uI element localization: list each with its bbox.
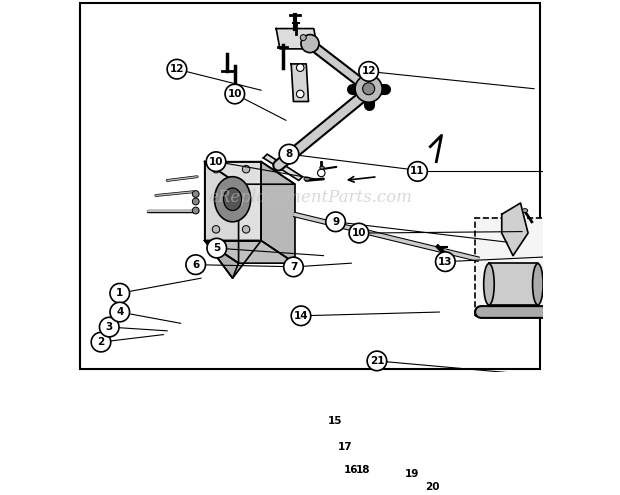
- Text: 6: 6: [192, 260, 200, 270]
- Circle shape: [91, 332, 111, 352]
- Text: 12: 12: [170, 64, 184, 74]
- Circle shape: [402, 464, 421, 484]
- Text: 5: 5: [213, 243, 220, 253]
- Polygon shape: [291, 64, 309, 101]
- Circle shape: [242, 165, 250, 173]
- Circle shape: [192, 191, 199, 198]
- Text: 1: 1: [116, 288, 123, 298]
- Text: 18: 18: [355, 465, 370, 475]
- Bar: [476, 218, 592, 316]
- Circle shape: [110, 284, 130, 303]
- Text: 19: 19: [404, 469, 418, 479]
- Circle shape: [349, 223, 369, 243]
- Polygon shape: [558, 252, 618, 311]
- Circle shape: [291, 306, 311, 326]
- Text: 21: 21: [370, 356, 384, 366]
- Circle shape: [317, 169, 325, 177]
- Polygon shape: [205, 241, 295, 263]
- Circle shape: [99, 317, 119, 337]
- Text: 9: 9: [332, 217, 339, 227]
- Circle shape: [167, 59, 187, 79]
- Polygon shape: [205, 162, 295, 184]
- Ellipse shape: [484, 263, 494, 305]
- Circle shape: [367, 351, 387, 371]
- Text: 7: 7: [290, 262, 297, 272]
- Circle shape: [242, 226, 250, 233]
- Circle shape: [581, 274, 596, 290]
- Circle shape: [207, 239, 226, 258]
- Ellipse shape: [320, 166, 324, 169]
- Ellipse shape: [304, 177, 310, 181]
- Circle shape: [186, 255, 205, 274]
- Ellipse shape: [215, 177, 250, 222]
- Circle shape: [192, 207, 199, 214]
- Text: 10: 10: [352, 228, 366, 238]
- Text: 12: 12: [361, 66, 376, 76]
- Circle shape: [342, 460, 361, 480]
- Polygon shape: [276, 29, 317, 49]
- Ellipse shape: [523, 209, 528, 212]
- Circle shape: [279, 145, 299, 164]
- Circle shape: [296, 90, 304, 98]
- Circle shape: [363, 83, 374, 95]
- Polygon shape: [205, 162, 239, 263]
- Text: 2: 2: [97, 337, 105, 347]
- Circle shape: [408, 162, 427, 181]
- Circle shape: [355, 75, 382, 102]
- Text: 17: 17: [338, 443, 353, 452]
- Text: 14: 14: [294, 311, 308, 321]
- Text: 20: 20: [425, 482, 440, 492]
- Circle shape: [212, 226, 219, 233]
- Polygon shape: [264, 154, 303, 181]
- Text: 3: 3: [105, 322, 113, 332]
- Text: eReplacementParts.com: eReplacementParts.com: [208, 189, 412, 206]
- Polygon shape: [205, 241, 239, 278]
- Ellipse shape: [533, 263, 543, 305]
- Text: 8: 8: [285, 149, 293, 159]
- Circle shape: [296, 64, 304, 71]
- Circle shape: [192, 198, 199, 205]
- Text: 10: 10: [209, 156, 223, 167]
- Polygon shape: [205, 241, 261, 278]
- Circle shape: [325, 411, 345, 431]
- Circle shape: [611, 140, 618, 146]
- Circle shape: [423, 478, 442, 495]
- Text: 10: 10: [228, 89, 242, 99]
- Text: 11: 11: [410, 166, 425, 176]
- Text: 4: 4: [116, 307, 123, 317]
- Circle shape: [335, 438, 355, 457]
- Text: 16: 16: [344, 465, 358, 475]
- Circle shape: [225, 84, 244, 104]
- Ellipse shape: [224, 188, 242, 210]
- Circle shape: [300, 35, 306, 41]
- Circle shape: [359, 62, 378, 81]
- Circle shape: [284, 257, 303, 277]
- Circle shape: [326, 212, 345, 232]
- Polygon shape: [489, 263, 538, 304]
- Circle shape: [110, 302, 130, 322]
- Circle shape: [436, 252, 455, 271]
- Circle shape: [212, 165, 219, 173]
- Circle shape: [353, 460, 373, 480]
- Polygon shape: [205, 162, 261, 241]
- Circle shape: [206, 152, 226, 171]
- Circle shape: [301, 35, 319, 52]
- Text: 15: 15: [327, 416, 342, 426]
- Polygon shape: [502, 203, 528, 255]
- Polygon shape: [261, 162, 295, 263]
- Text: 13: 13: [438, 257, 453, 267]
